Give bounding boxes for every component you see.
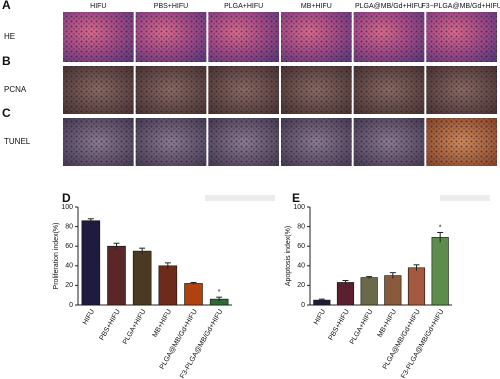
significance-mark: *: [439, 224, 442, 231]
micrograph-texture: [135, 118, 207, 166]
panel-letter: A: [2, 0, 11, 12]
y-tick-label: 40: [65, 263, 73, 270]
row-label: HE: [4, 32, 15, 41]
micrograph-texture: [281, 12, 352, 62]
y-tick-label: 0: [69, 302, 73, 309]
column-header: MB+HIFU: [301, 3, 332, 10]
x-tick-label: PLGA+HIFU: [349, 308, 375, 345]
bar: [158, 265, 178, 306]
micrograph-texture: [208, 118, 279, 166]
y-tick-label: 80: [297, 223, 305, 230]
y-tick-label: 0: [301, 302, 305, 309]
y-tick-label: 60: [297, 243, 305, 250]
decor-bar: [440, 195, 490, 201]
column-header: PBS+HIFU: [154, 3, 188, 10]
row-label: PCNA: [4, 85, 27, 94]
y-tick-label: 100: [293, 204, 305, 211]
micrograph-texture: [63, 66, 134, 114]
column-header: PLGA@MB/Gd+HIFU: [355, 3, 423, 10]
micrograph-texture: [135, 12, 207, 62]
bar: [407, 267, 426, 306]
bar: [81, 220, 101, 306]
x-tick-label: MB+HIFU: [377, 308, 399, 338]
row-label: TUNEL: [4, 137, 31, 146]
micrograph-texture: [353, 66, 425, 114]
micrograph-texture: [281, 118, 352, 166]
column-header: HIFU: [90, 3, 106, 10]
y-axis-label: Apoptosis index(%): [285, 226, 292, 286]
column-header: PLGA+HIFU: [224, 3, 263, 10]
micrograph-texture: [208, 66, 279, 114]
x-tick-label: HIFU: [82, 308, 96, 326]
bar: [132, 250, 152, 306]
significance-mark: *: [218, 289, 221, 296]
panel-letter: D: [62, 191, 71, 205]
bar: [384, 275, 402, 306]
x-tick-label: F3-PLGA@MB/Gd+HIFU: [400, 308, 445, 379]
micrograph-texture: [426, 66, 497, 114]
panel-letter: C: [2, 106, 11, 120]
micrograph-texture: [208, 12, 279, 62]
micrograph-texture: [426, 12, 497, 62]
x-tick-label: MB+HIFU: [152, 308, 174, 338]
x-tick-label: PLGA+HIFU: [122, 308, 148, 345]
micrograph-texture: [426, 118, 497, 166]
x-tick-label: PBS+HIFU: [99, 308, 122, 341]
micrograph-texture: [353, 12, 425, 62]
y-tick-label: 40: [297, 263, 305, 270]
y-tick-label: 20: [297, 282, 305, 289]
y-axis-label: Proliferation index(%): [53, 223, 60, 290]
column-header: F3−PLGA@MB/Gd+HIFU: [422, 3, 500, 10]
x-tick-label: HIFU: [313, 308, 327, 326]
micrograph-texture: [135, 66, 207, 114]
panel-letter: B: [2, 54, 11, 68]
y-tick-label: 20: [65, 282, 73, 289]
y-tick-label: 100: [61, 204, 73, 211]
y-tick-label: 60: [65, 243, 73, 250]
micrograph-texture: [281, 66, 352, 114]
micrograph-texture: [63, 118, 134, 166]
bar: [431, 237, 449, 306]
y-tick-label: 80: [65, 223, 73, 230]
x-tick-label: PBS+HIFU: [328, 308, 351, 341]
decor-bar: [205, 195, 275, 201]
bar: [107, 245, 126, 306]
micrograph-texture: [63, 12, 134, 62]
bar: [360, 277, 378, 306]
panel-letter: E: [292, 191, 300, 205]
bar: [336, 282, 355, 306]
bar: [184, 283, 203, 306]
micrograph-texture: [353, 118, 425, 166]
